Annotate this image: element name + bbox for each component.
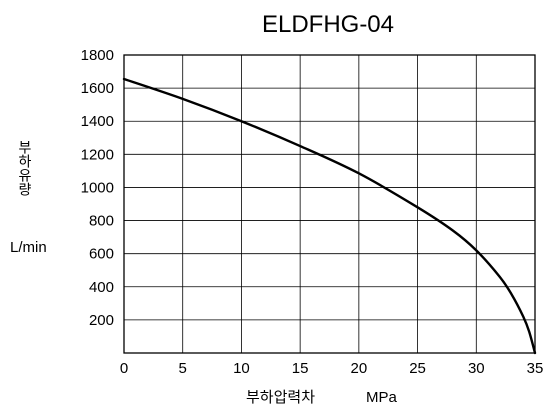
x-tick-label-4: 20 [351,360,368,377]
plot-frame [123,54,536,354]
y-tick-label-5: 1200 [81,146,114,163]
y-tick-label-7: 1600 [81,80,114,97]
x-axis-unit: MPa [366,389,398,406]
x-tick-label-7: 35 [527,360,544,377]
y-tick-label-4: 1000 [81,179,114,196]
x-tick-label-6: 30 [468,360,485,377]
y-tick-label-1: 400 [89,279,114,296]
y-tick-label-6: 1400 [81,113,114,130]
x-tick-labels: 0 5 10 15 20 25 30 35 [120,360,544,377]
y-tick-label-3: 800 [89,213,114,230]
x-axis-label: 부하압력차 [246,388,315,406]
series-line [122,77,537,355]
y-tick-label-2: 600 [89,246,114,263]
chart-title: ELDFHG-04 [262,11,394,38]
y-axis-unit: L/min [10,239,47,256]
x-tick-label-3: 15 [292,360,309,377]
x-tick-label-2: 10 [233,360,250,377]
x-tick-label-1: 5 [179,360,187,377]
y-tick-label-8: 1800 [81,47,114,64]
x-tick-label-5: 25 [409,360,426,377]
y-tick-label-0: 200 [89,312,114,329]
y-tick-labels: 200 400 600 800 1000 1200 1400 1600 1800 [81,47,114,329]
y-axis-label: 부하유량 [16,140,32,196]
x-tick-label-0: 0 [120,360,128,377]
